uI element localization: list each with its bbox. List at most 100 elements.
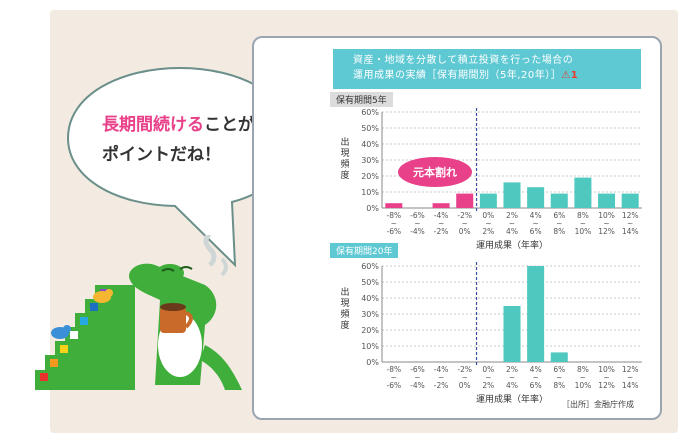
x-tick-label: ~: [462, 219, 468, 228]
x-tick-label: 6%: [553, 211, 565, 220]
bar: [550, 352, 568, 362]
source-note: ［出所］金融庁作成: [562, 400, 634, 409]
coffee-cup-icon: [160, 235, 228, 333]
stairs-icon: [35, 285, 135, 390]
x-tick-label: 2%: [482, 381, 494, 390]
x-tick-label: ~: [438, 373, 444, 382]
x-tick-label: -6%: [410, 211, 425, 220]
x-tick-label: 10%: [575, 381, 592, 390]
bar: [527, 187, 545, 208]
x-tick-label: 10%: [598, 211, 615, 220]
x-tick-label: -6%: [387, 381, 402, 390]
bar: [479, 193, 497, 208]
x-tick-label: -2%: [457, 365, 472, 374]
y-tick-label: 30%: [361, 156, 379, 165]
chart-5y: 0%10%20%30%40%50%60%-8%~-6%-6%~-4%-4%~-2…: [361, 108, 642, 236]
ylabel-5y: 出現頻度: [340, 138, 350, 181]
bubble-line2: ポイントだね！: [102, 145, 221, 165]
x-tick-label: ~: [532, 219, 538, 228]
x-tick-label: 12%: [598, 381, 615, 390]
bar: [385, 203, 403, 208]
xlabel-5y: 運用成果（年率）: [476, 241, 549, 251]
principal-loss-badge: 元本割れ: [398, 157, 472, 187]
section-label-20y: 保有期間20年: [330, 243, 399, 258]
x-tick-label: 8%: [553, 227, 565, 236]
banner-line1: 資産・地域を分散して積立投資を行った場合の: [353, 55, 574, 66]
x-tick-label: 4%: [530, 365, 542, 374]
x-tick-label: -4%: [410, 227, 425, 236]
x-tick-label: ~: [509, 373, 515, 382]
x-tick-label: 14%: [622, 227, 639, 236]
y-tick-label: 40%: [361, 140, 379, 149]
x-tick-label: 2%: [482, 227, 494, 236]
y-tick-label: 10%: [361, 188, 379, 197]
x-tick-label: -4%: [410, 381, 425, 390]
x-tick-label: ~: [462, 373, 468, 382]
x-tick-label: 0%: [459, 381, 471, 390]
x-tick-label: -2%: [434, 227, 449, 236]
bird-icon: [51, 289, 113, 339]
x-tick-label: 0%: [482, 365, 494, 374]
x-tick-label: ~: [556, 219, 562, 228]
x-tick-label: 4%: [506, 227, 518, 236]
y-tick-label: 20%: [361, 326, 379, 335]
x-tick-label: -6%: [410, 365, 425, 374]
x-tick-label: -8%: [387, 365, 402, 374]
x-tick-label: 0%: [482, 211, 494, 220]
x-tick-label: ~: [580, 373, 586, 382]
x-tick-label: ~: [391, 219, 397, 228]
x-tick-label: 8%: [577, 211, 589, 220]
x-tick-label: ~: [603, 373, 609, 382]
x-tick-label: -4%: [434, 211, 449, 220]
x-tick-label: -8%: [387, 211, 402, 220]
x-tick-label: ~: [485, 373, 491, 382]
x-tick-label: 2%: [506, 365, 518, 374]
y-tick-label: 60%: [361, 108, 379, 117]
bubble-line1-rest: ことが: [204, 115, 255, 135]
bar: [550, 193, 568, 208]
x-tick-label: -2%: [434, 381, 449, 390]
x-tick-label: 6%: [530, 227, 542, 236]
chart-20y: 0%10%20%30%40%50%60%-8%~-6%-6%~-4%-4%~-2…: [361, 262, 642, 390]
section-label-5y: 保有期間5年: [330, 92, 393, 107]
bar: [456, 193, 474, 208]
y-tick-label: 0%: [366, 204, 379, 213]
x-tick-label: ~: [532, 373, 538, 382]
xlabel-20y: 運用成果（年率）: [476, 395, 549, 405]
x-tick-label: 10%: [598, 365, 615, 374]
principal-loss-label: 元本割れ: [413, 165, 457, 179]
x-tick-label: ~: [391, 373, 397, 382]
bar: [432, 203, 450, 208]
mascot-illustration: [35, 235, 242, 390]
x-tick-label: 8%: [553, 381, 565, 390]
x-tick-label: 4%: [506, 381, 518, 390]
x-tick-label: -6%: [387, 227, 402, 236]
y-tick-label: 50%: [361, 278, 379, 287]
chart-card: [252, 36, 662, 420]
x-tick-label: 0%: [459, 227, 471, 236]
x-tick-label: 6%: [530, 381, 542, 390]
y-tick-label: 60%: [361, 262, 379, 271]
x-tick-label: 8%: [577, 365, 589, 374]
x-tick-label: 10%: [575, 227, 592, 236]
bar: [574, 177, 592, 208]
x-tick-label: ~: [627, 373, 633, 382]
x-tick-label: 12%: [622, 365, 639, 374]
bar: [598, 193, 616, 208]
x-tick-label: ~: [627, 219, 633, 228]
y-tick-label: 10%: [361, 342, 379, 351]
x-tick-label: ~: [414, 373, 420, 382]
y-tick-label: 30%: [361, 310, 379, 319]
y-tick-label: 50%: [361, 124, 379, 133]
banner-line2: 運用成果の実績［保有期間別（5年,20年）］: [353, 70, 562, 81]
bubble-highlight: 長期間続ける: [102, 115, 204, 135]
x-tick-label: ~: [509, 219, 515, 228]
x-tick-label: 12%: [598, 227, 615, 236]
y-tick-label: 20%: [361, 172, 379, 181]
ylabel-20y: 出現頻度: [340, 288, 350, 331]
warning-icon: ⚠1: [561, 70, 579, 81]
y-tick-label: 40%: [361, 294, 379, 303]
x-tick-label: ~: [438, 219, 444, 228]
x-tick-label: 4%: [530, 211, 542, 220]
bar: [621, 193, 639, 208]
